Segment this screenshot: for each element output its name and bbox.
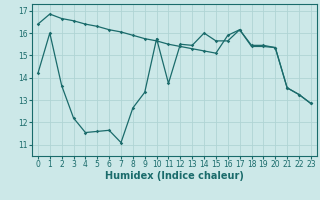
X-axis label: Humidex (Indice chaleur): Humidex (Indice chaleur): [105, 171, 244, 181]
